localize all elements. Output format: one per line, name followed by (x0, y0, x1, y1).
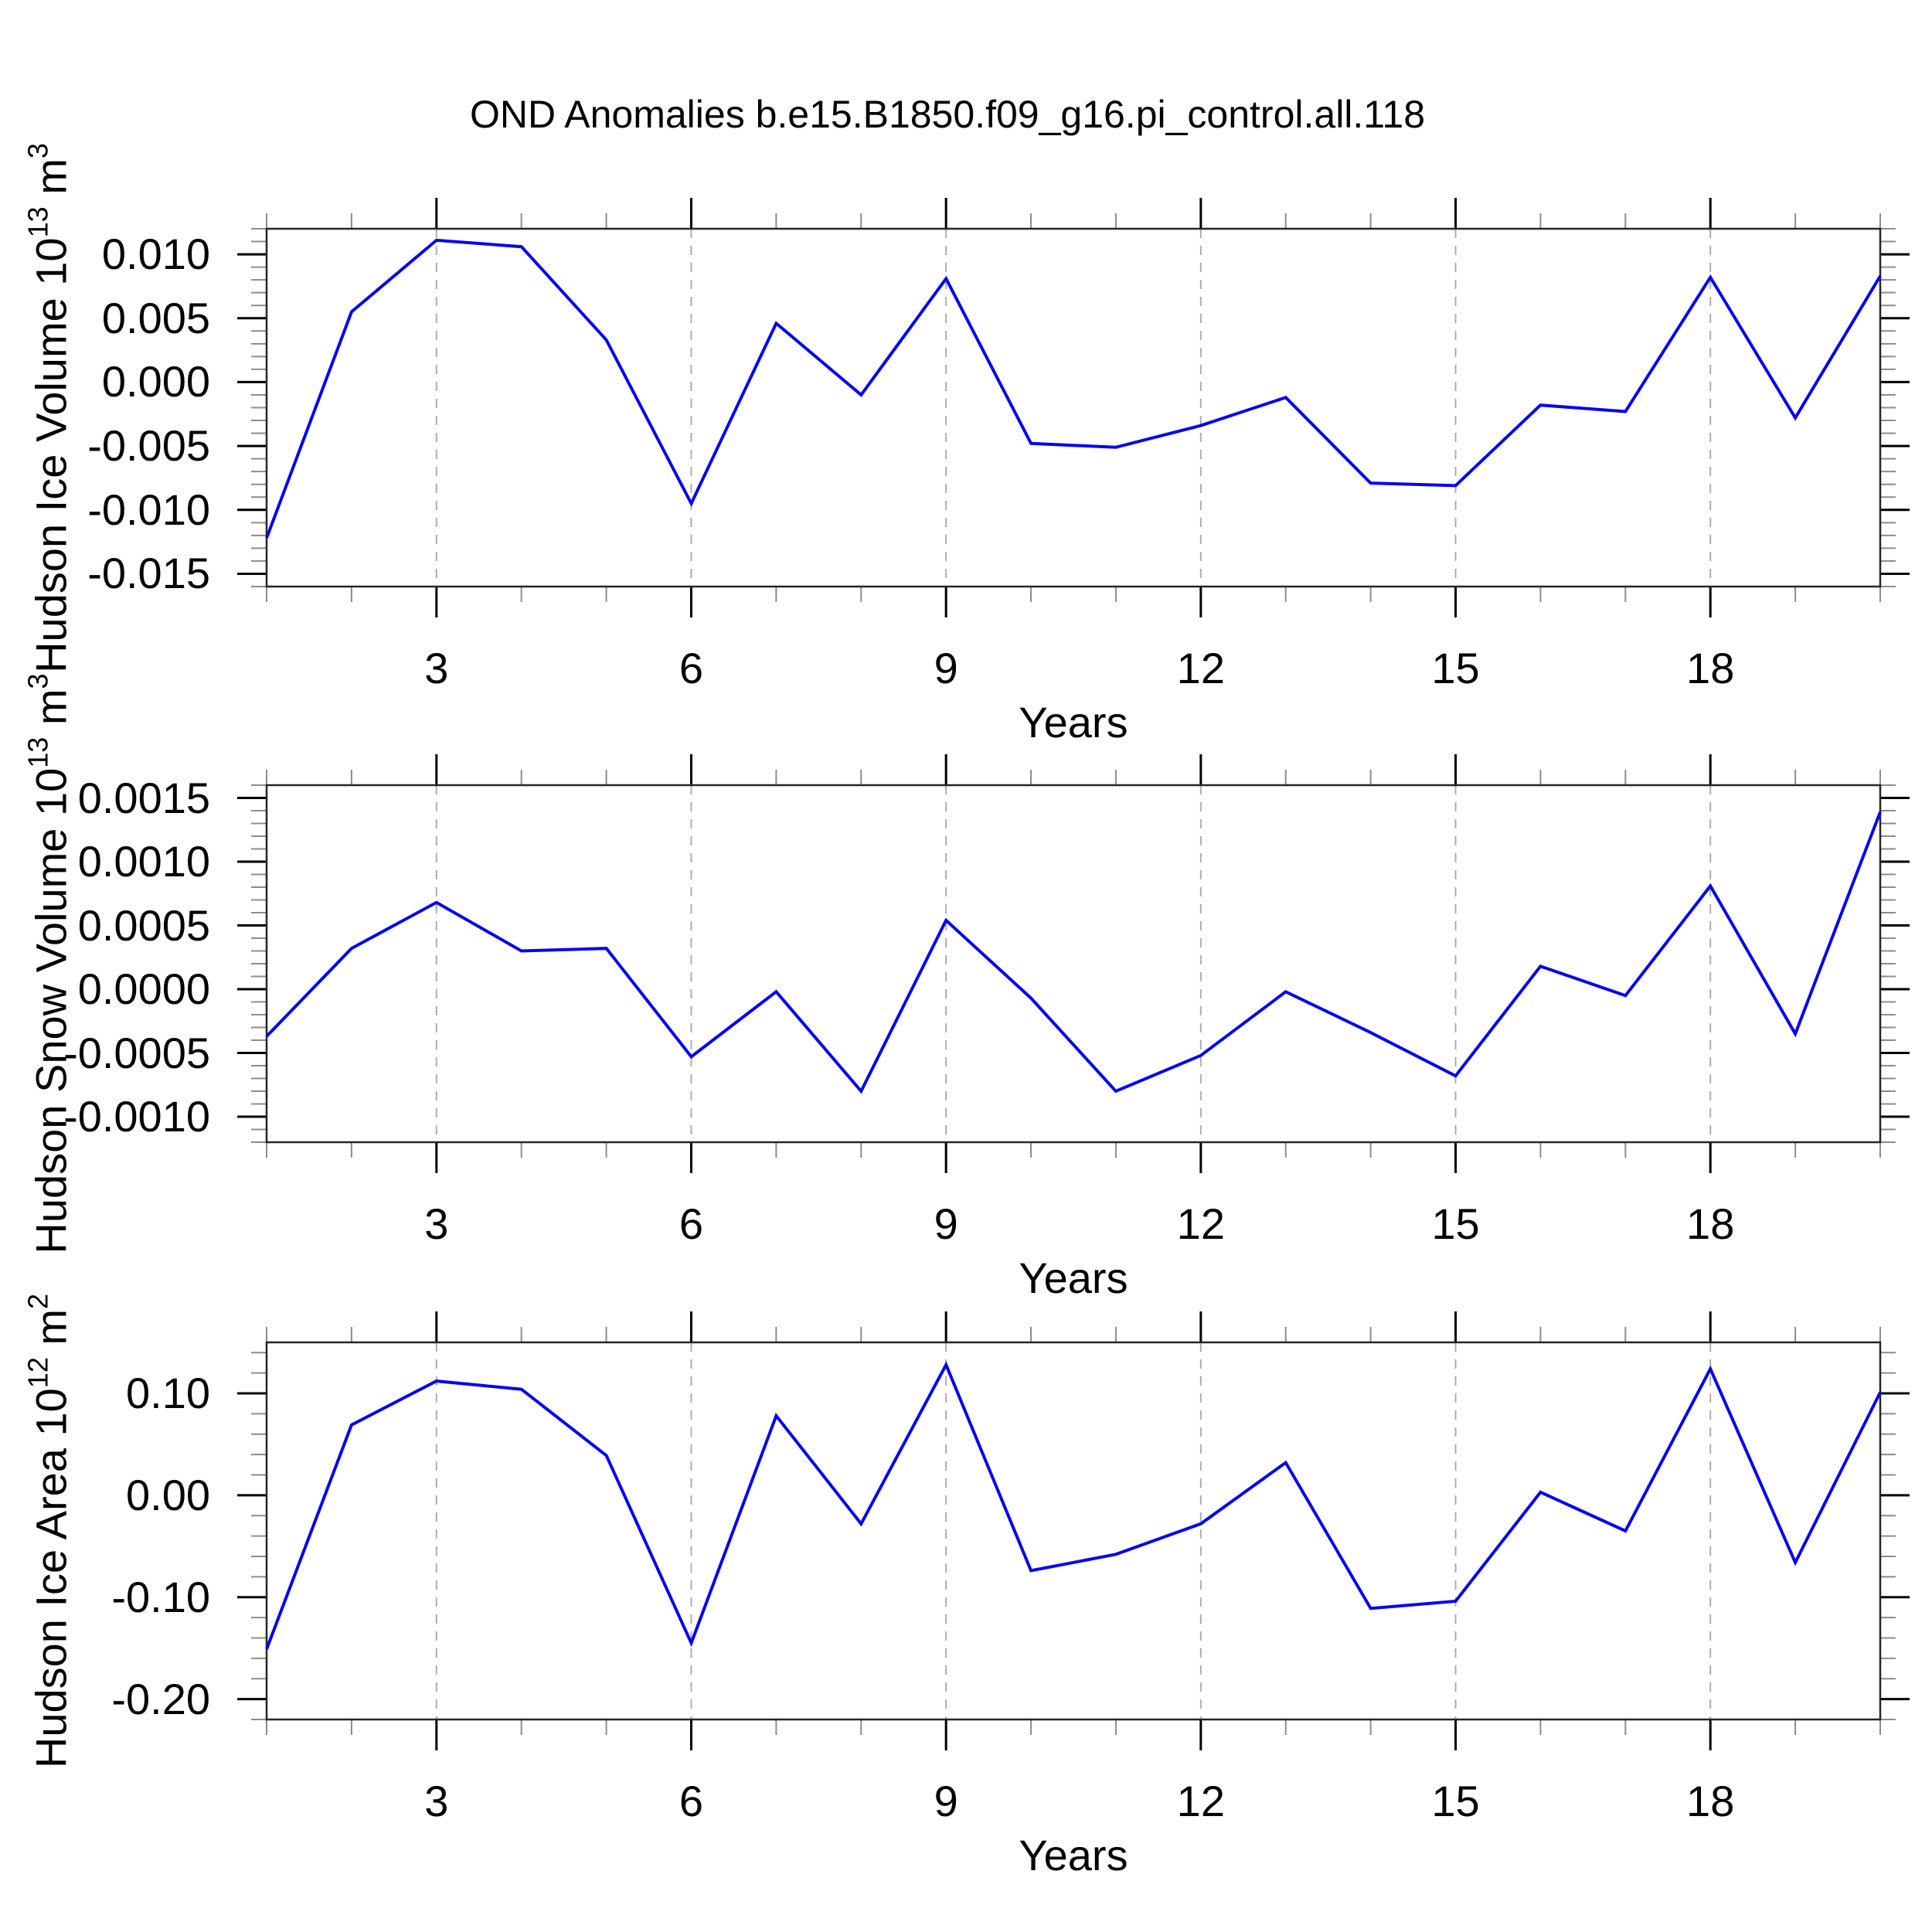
panel-hudson-ice-area: Hudson Ice Area 1012 m2 Years 0.10 0.00 -0… (22, 1294, 1910, 1877)
x-tick-label: 6 (679, 644, 704, 692)
x-tick-label: 18 (1686, 1199, 1735, 1248)
x-axis-title-years: Years (1019, 1253, 1128, 1302)
y-tick-label: 0.0005 (77, 900, 210, 950)
y-tick-label: -0.015 (87, 549, 210, 598)
y-tick-label: -0.0010 (63, 1092, 210, 1141)
plot-frame (265, 784, 1882, 1144)
x-tick-label: 9 (934, 1777, 958, 1825)
y-tick-label: 0.0015 (77, 773, 210, 822)
y-tick-label: -0.10 (111, 1572, 210, 1621)
x-tick-label: 6 (679, 1199, 704, 1248)
plot-frame (265, 227, 1882, 588)
x-tick-label: 15 (1431, 1199, 1480, 1248)
x-tick-label: 18 (1686, 1777, 1735, 1825)
panel-hudson-ice-volume: Hudson Ice Volume 1013 m3 Years 0.010 0.0… (22, 143, 1910, 744)
data-line-hudson-ice-volume (265, 238, 1882, 539)
x-tick-label: 9 (934, 1199, 958, 1248)
y-tick-label: 0.000 (101, 357, 210, 406)
x-tick-label: 12 (1176, 644, 1225, 692)
x-tick-label: 18 (1686, 644, 1735, 692)
x-tick-label: 6 (679, 1777, 704, 1825)
figure-title: OND Anomalies b.e15.B1850.f09_g16.pi_con… (470, 93, 1426, 136)
y-tick-label: -0.20 (111, 1674, 210, 1723)
y-tick-label: 0.10 (126, 1368, 210, 1417)
y-tick-label: -0.010 (87, 485, 210, 534)
x-tick-label: 3 (424, 1777, 449, 1825)
y-tick-label: 0.0000 (77, 964, 210, 1013)
x-tick-label: 15 (1431, 1777, 1480, 1825)
data-line-hudson-snow-volume (265, 811, 1882, 1094)
snow-volume-plot-area (237, 754, 1910, 1173)
panel-hudson-snow-volume: Hudson Snow Volume 1013 m3 Years 0.0015 0… (22, 673, 1910, 1300)
x-tick-label: 9 (934, 644, 958, 692)
x-tick-label: 12 (1176, 1777, 1225, 1825)
y-tick-label: -0.0005 (63, 1028, 210, 1077)
y-tick-label: -0.005 (87, 421, 210, 471)
x-axis-title-years: Years (1019, 1831, 1128, 1879)
x-tick-label: 3 (424, 644, 449, 692)
y-axis-title-snow-volume: Hudson Snow Volume 1013 m3 (22, 673, 76, 1254)
x-tick-label: 15 (1431, 644, 1480, 692)
x-tick-label: 3 (424, 1199, 449, 1248)
y-tick-label: 0.0010 (77, 837, 210, 886)
x-axis-title-years: Years (1019, 698, 1128, 747)
plot-frame (265, 1341, 1882, 1721)
y-tick-label: 0.010 (101, 230, 210, 279)
data-line-hudson-ice-area (265, 1361, 1882, 1650)
y-tick-label: 0.00 (126, 1470, 210, 1519)
x-tick-label: 12 (1176, 1199, 1225, 1248)
ice-area-plot-area (237, 1311, 1910, 1750)
ice-volume-plot-area (237, 198, 1910, 617)
y-tick-label: 0.005 (101, 293, 210, 342)
